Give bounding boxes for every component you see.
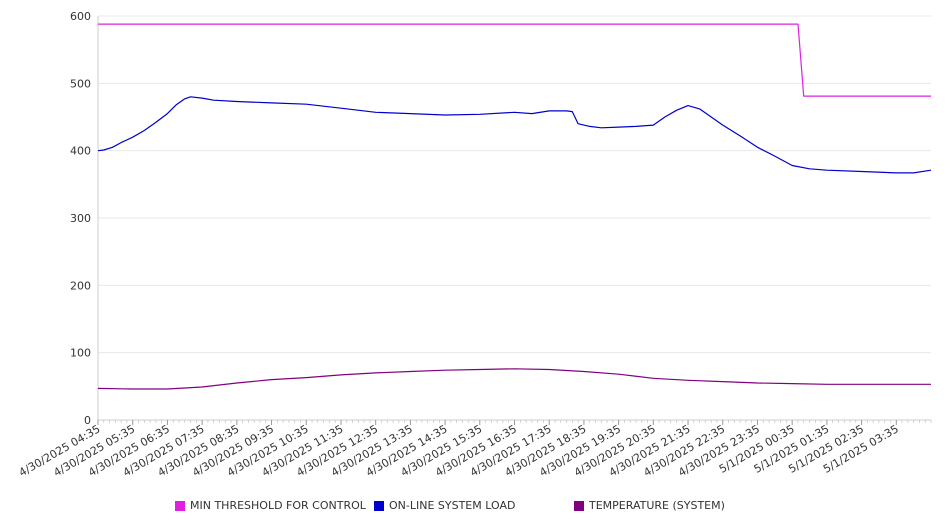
y-tick-label-100: 100 bbox=[70, 347, 91, 360]
y-tick-label-200: 200 bbox=[70, 279, 91, 292]
grid-lines bbox=[98, 15, 931, 354]
series-line-1 bbox=[97, 96, 932, 174]
series-line-0 bbox=[98, 23, 931, 97]
y-tick-label-400: 400 bbox=[70, 145, 91, 158]
y-tick-label-500: 500 bbox=[70, 77, 91, 90]
legend-label-system-load: ON-LINE SYSTEM LOAD bbox=[389, 499, 516, 512]
x-axis: 4/30/2025 04:354/30/2025 05:354/30/2025 … bbox=[17, 419, 932, 479]
legend-swatch-min-threshold bbox=[175, 500, 185, 511]
y-tick-label-0: 0 bbox=[84, 414, 91, 427]
y-tick-label-600: 600 bbox=[70, 10, 91, 23]
legend-item-min-threshold[interactable]: MIN THRESHOLD FOR CONTROL bbox=[175, 499, 366, 512]
legend-label-min-threshold: MIN THRESHOLD FOR CONTROL bbox=[190, 499, 366, 512]
legend-label-temperature: TEMPERATURE (SYSTEM) bbox=[589, 499, 725, 512]
legend-item-system-load[interactable]: ON-LINE SYSTEM LOAD bbox=[374, 499, 515, 512]
y-tick-label-300: 300 bbox=[70, 212, 91, 225]
series-layer bbox=[97, 23, 932, 390]
y-axis: 0 100 200 300 400 500 600 bbox=[70, 10, 99, 427]
legend-item-temperature[interactable]: TEMPERATURE (SYSTEM) bbox=[574, 499, 725, 512]
legend-swatch-temperature bbox=[574, 500, 584, 511]
legend-swatch-system-load bbox=[374, 500, 384, 511]
series-line-2 bbox=[97, 368, 931, 390]
chart: 0 100 200 300 400 500 600 4/30/2025 04:354/30/… bbox=[17, 10, 932, 479]
legend: MIN THRESHOLD FOR CONTROL ON-LINE SYSTEM… bbox=[0, 496, 946, 518]
